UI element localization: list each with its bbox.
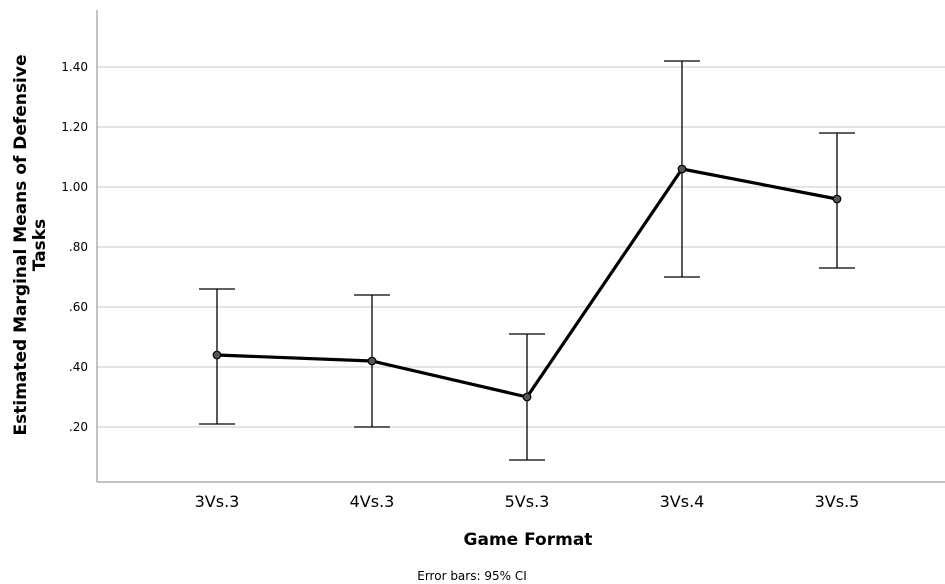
data-point [367,356,377,366]
x-tick-label: 3Vs.4 [660,492,705,511]
y-tick-label: .40 [69,360,88,374]
y-tick-label: .80 [69,240,88,254]
x-tick-labels: 3Vs.3 4Vs.3 5Vs.3 3Vs.4 3Vs.5 [195,492,860,511]
y-tick-label: 1.40 [61,60,88,74]
data-point [677,164,687,174]
error-bars-note: Error bars: 95% CI [417,569,526,583]
data-point [212,350,222,360]
x-tick-label: 3Vs.5 [815,492,860,511]
x-tick-label: 4Vs.3 [350,492,395,511]
y-axis-title-line1: Estimated Marginal Means of Defensive [11,55,31,436]
axes [96,10,945,483]
x-tick-label: 5Vs.3 [505,492,550,511]
data-points [212,164,842,402]
y-tick-labels: .20 .40 .60 .80 1.00 1.20 1.40 [61,60,88,434]
data-point [522,392,532,402]
x-axis-title: Game Format [464,530,593,550]
y-axis-title-line2: Tasks [30,219,50,271]
y-tick-label: .20 [69,420,88,434]
y-tick-label: 1.20 [61,120,88,134]
x-tick-label: 3Vs.3 [195,492,240,511]
y-tick-label: 1.00 [61,180,88,194]
data-point [832,194,842,204]
y-tick-label: .60 [69,300,88,314]
grid-lines [97,66,945,428]
